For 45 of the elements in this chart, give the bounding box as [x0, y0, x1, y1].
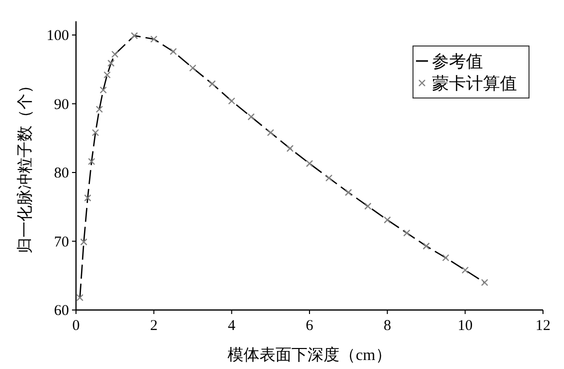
- point: [84, 194, 92, 202]
- y-tick-label: 70: [54, 234, 69, 250]
- point: [100, 86, 107, 94]
- point: [442, 254, 450, 262]
- x-tick-label: 0: [72, 318, 80, 334]
- point: [481, 278, 488, 286]
- point: [80, 238, 88, 246]
- point: [111, 50, 119, 58]
- point: [462, 266, 469, 274]
- legend-label: 蒙卡计算值: [432, 74, 517, 93]
- x-tick-label: 2: [150, 318, 158, 334]
- point: [266, 129, 274, 136]
- y-tick-label: 60: [54, 303, 69, 319]
- point: [306, 160, 314, 168]
- point: [286, 144, 294, 152]
- point: [364, 202, 372, 210]
- legend-label: 参考值: [432, 52, 483, 71]
- point: [104, 71, 111, 78]
- y-axis-title: 归一化脉冲粒子数（个）: [16, 78, 34, 254]
- x-tick-label: 4: [228, 318, 236, 334]
- point: [248, 113, 255, 120]
- point: [228, 97, 236, 105]
- y-tick-label: 100: [46, 28, 69, 44]
- point: [384, 216, 391, 224]
- point: [170, 48, 177, 56]
- x-tick-label: 10: [458, 318, 473, 334]
- point: [107, 60, 115, 67]
- y-tick-label: 90: [54, 96, 69, 113]
- point: [403, 229, 410, 237]
- point: [76, 294, 84, 302]
- point: [208, 80, 216, 88]
- point: [344, 188, 352, 196]
- x-axis-title: 模体表面下深度（cm）: [228, 346, 392, 364]
- x-tick-label: 12: [536, 318, 550, 334]
- point: [325, 174, 333, 182]
- y-tick-label: 80: [54, 166, 69, 182]
- x-tick-label: 6: [306, 318, 314, 334]
- point: [92, 129, 100, 136]
- x-tick-label: 8: [384, 318, 392, 334]
- point: [96, 106, 103, 113]
- point: [88, 158, 96, 166]
- point: [422, 242, 430, 250]
- point: [189, 64, 196, 72]
- point: [130, 32, 138, 40]
- point: [150, 36, 158, 43]
